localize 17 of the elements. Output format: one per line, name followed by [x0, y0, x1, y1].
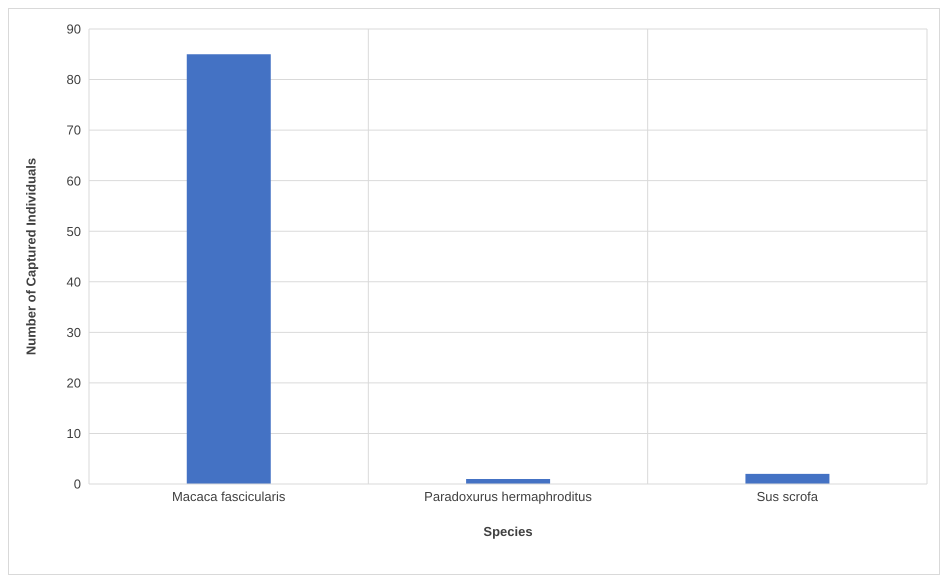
bar: [745, 474, 830, 484]
y-tick-label: 10: [66, 426, 81, 442]
x-tick-label: Sus scrofa: [756, 489, 819, 504]
y-tick-label: 90: [66, 22, 81, 37]
x-tick-label: Macaca fascicularis: [172, 489, 286, 504]
x-axis-title: Species: [483, 524, 533, 539]
y-tick-label: 30: [66, 324, 81, 340]
bar: [186, 54, 271, 484]
y-tick-label: 0: [74, 476, 81, 492]
y-tick-label: 40: [66, 274, 81, 290]
y-tick-label: 20: [66, 376, 81, 391]
y-tick-label: 80: [66, 72, 81, 88]
y-axis-title: Number of Captured Individuals: [24, 158, 39, 356]
x-tick-label: Paradoxurus hermaphroditus: [424, 489, 592, 504]
y-tick-label: 70: [66, 122, 81, 138]
y-tick-label: 50: [66, 224, 81, 239]
y-tick-label: 60: [66, 173, 81, 188]
